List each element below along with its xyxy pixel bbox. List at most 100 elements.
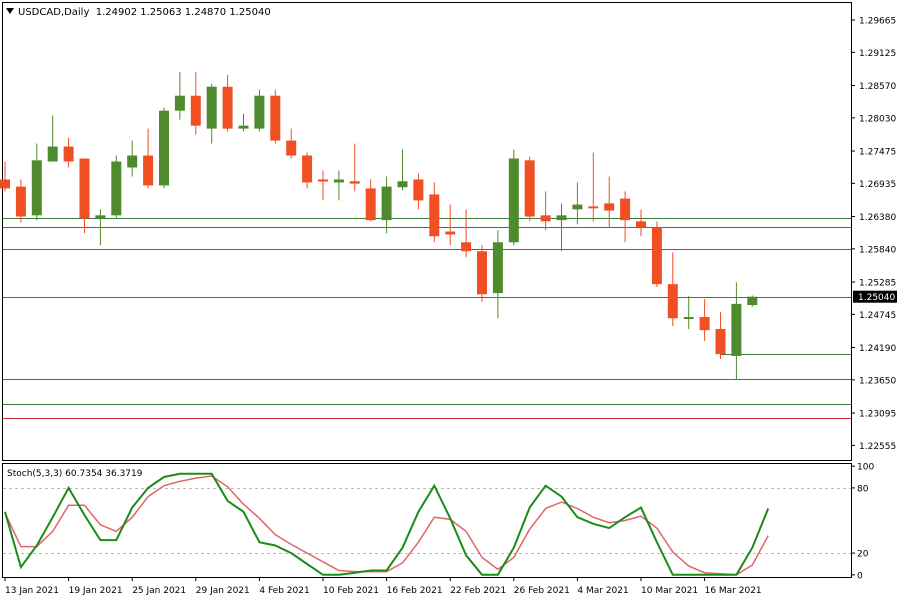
price-axis: 1.29665 1.29125 1.28570 1.28030 1.27475 1.269… [851,17,896,452]
candle-body-45 [715,329,726,355]
candle-46 [731,282,742,380]
candle-body-22 [349,181,360,184]
candle-2 [31,143,42,221]
candle-body-35 [556,215,567,221]
stoch-signal-line [4,475,769,576]
candle-16 [254,89,265,132]
price-tick-label-2: 1.28570 [859,82,896,92]
price-tick-label-13: 1.22555 [859,442,896,452]
symbol-info-text: USDCAD,Daily 1.24902 1.25063 1.24870 1.2… [18,7,271,18]
time-tick-label-8: 26 Feb 2021 [514,586,570,596]
candle-36 [572,182,583,225]
candle-body-8 [127,155,138,168]
candle-42 [667,252,678,327]
time-tick-label-10: 10 Mar 2021 [641,586,698,596]
price-tick-label-5: 1.26935 [859,180,896,190]
candle-body-34 [540,215,551,222]
candle-41 [651,221,662,288]
candle-24 [381,176,392,234]
time-tick-label-5: 10 Feb 2021 [323,586,379,596]
price-tick-label-0: 1.29665 [859,17,896,27]
time-tick-label-2: 25 Jan 2021 [132,586,186,596]
candle-body-18 [286,140,297,156]
candle-43 [683,296,694,330]
time-tick-label-9: 4 Mar 2021 [577,586,628,596]
price-tick-label-8: 1.25285 [859,279,896,289]
candle-10 [159,107,169,189]
stoch-lines [4,472,770,576]
stoch-axis: 100 80 20 0 [851,463,874,581]
candle-body-13 [206,86,217,129]
candle-17 [270,89,281,144]
candle-18 [286,128,297,159]
candle-35 [556,203,567,252]
candle-14 [222,74,233,132]
candle-body-15 [238,125,249,129]
candle-22 [349,143,360,192]
stoch-main-line [4,472,770,576]
candle-body-23 [365,188,376,221]
candle-body-19 [302,155,313,183]
candle-body-17 [270,95,281,141]
triangle-down-icon[interactable] [6,8,14,14]
candle-body-16 [254,95,265,129]
candle-body-38 [604,203,615,211]
candle-8 [127,140,138,177]
candle-12 [190,71,201,135]
candle-45 [715,312,726,359]
candle-19 [302,152,313,189]
price-panel-frame [2,2,852,461]
candle-body-36 [572,204,583,210]
candle-23 [365,179,376,222]
candle-body-21 [333,179,344,183]
candle-26 [413,173,424,210]
candle-body-33 [524,160,535,217]
candle-38 [604,176,615,228]
candle-body-31 [492,242,503,294]
current-price-box [853,290,897,303]
candle-34 [540,191,551,231]
candle-20 [318,170,328,201]
candle-9 [143,128,154,189]
time-tick-label-4: 4 Feb 2021 [259,586,309,596]
price-tick-label-1: 1.29125 [859,49,896,59]
stoch-tick-label-0: 0 [857,571,863,581]
price-tick-label-3: 1.28030 [859,114,896,124]
candle-body-14 [222,86,233,129]
price-tick-label-7: 1.25840 [859,245,896,255]
candle-body-25 [397,181,408,188]
candle-39 [620,191,631,243]
candle-body-28 [445,231,456,235]
candle-32 [508,149,519,246]
candle-body-43 [683,317,694,320]
candle-31 [492,230,503,319]
candle-body-4 [63,146,74,162]
candle-body-5 [79,158,90,219]
price-tick-label-12: 1.23095 [859,410,896,420]
candle-37 [588,152,599,222]
candle-3 [47,115,58,162]
candle-body-30 [477,251,487,295]
candle-28 [445,204,456,246]
stoch-panel-frame [2,463,852,578]
candle-body-44 [699,317,710,331]
candle-body-26 [413,179,424,201]
candle-body-41 [651,227,662,285]
candle-body-40 [636,221,646,228]
candle-15 [238,113,249,132]
price-tick-label-10: 1.24190 [859,344,896,354]
candle-body-11 [174,95,185,111]
candle-body-37 [588,206,599,209]
candlestick-series [0,71,758,380]
stoch-tick-label-80: 80 [857,484,869,494]
candle-body-12 [190,95,201,126]
price-tick-label-6: 1.26380 [859,213,896,223]
stoch-tick-label-100: 100 [857,463,874,473]
candle-27 [429,182,440,243]
candle-11 [174,71,185,120]
candle-30 [477,245,487,303]
candle-0 [0,161,10,192]
